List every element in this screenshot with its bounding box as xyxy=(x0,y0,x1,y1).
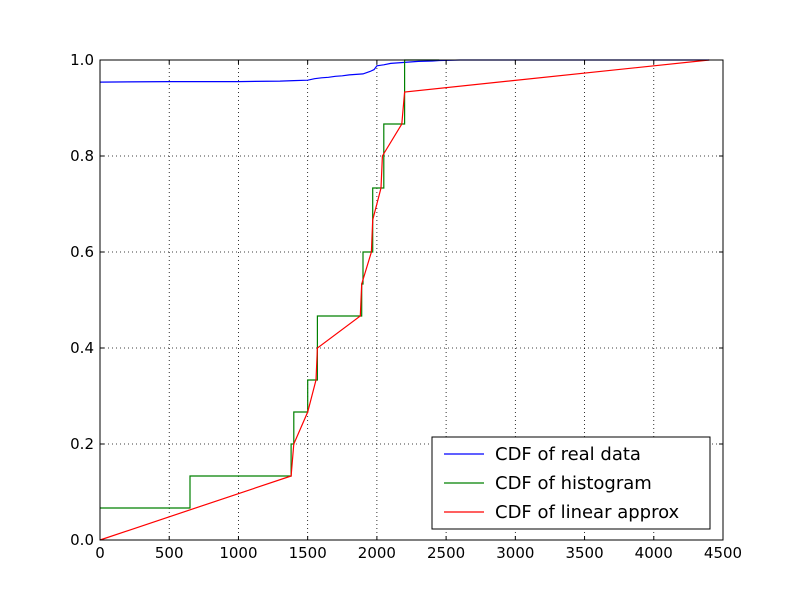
x-tick-label: 0 xyxy=(95,544,105,562)
x-tick-label: 1500 xyxy=(289,544,327,562)
x-tick-label: 2500 xyxy=(427,544,465,562)
y-tick-label: 0.6 xyxy=(70,243,94,261)
x-tick-label: 4000 xyxy=(635,544,673,562)
x-tick-label: 4500 xyxy=(704,544,742,562)
x-tick-label: 2000 xyxy=(358,544,396,562)
y-tick-label: 0.2 xyxy=(70,435,94,453)
x-tick-label: 500 xyxy=(155,544,184,562)
y-tick-label: 0.0 xyxy=(70,531,94,549)
series-line xyxy=(100,59,440,509)
legend-label: CDF of linear approx xyxy=(495,502,680,523)
x-tick-label: 3500 xyxy=(565,544,603,562)
x-tick-label: 3000 xyxy=(496,544,534,562)
series-line xyxy=(99,59,710,541)
y-tick-label: 1.0 xyxy=(70,51,94,69)
x-tick-label: 1000 xyxy=(219,544,257,562)
y-tick-label: 0.4 xyxy=(70,339,94,357)
legend-label: CDF of real data xyxy=(495,444,641,465)
legend-label: CDF of histogram xyxy=(495,473,652,494)
axis-ticks: 0 500 1000 1500 2000 2500 3000 3500 4000 4500 0.0 0… xyxy=(70,51,742,562)
y-tick-label: 0.8 xyxy=(70,147,94,165)
legend: CDF of real data CDF of histogram CDF of l… xyxy=(431,436,711,530)
plot-frame xyxy=(99,59,724,541)
